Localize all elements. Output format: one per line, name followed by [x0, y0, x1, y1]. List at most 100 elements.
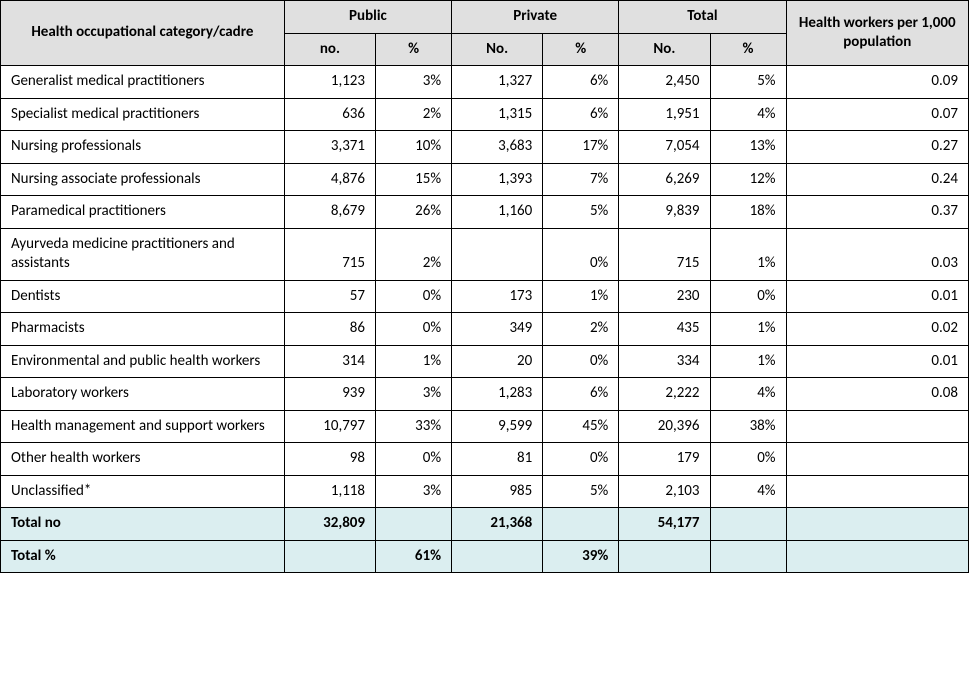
cell-public-no: 57 — [284, 280, 375, 313]
cell-total-pct: 0% — [710, 443, 786, 476]
cell-public-no: 86 — [284, 313, 375, 346]
cell-label: Nursing associate professionals — [1, 163, 285, 196]
cell-private-pct: 2% — [543, 313, 619, 346]
col-header-total-pct: % — [710, 33, 786, 66]
cell-label: Ayurveda medicine practitioners and assi… — [1, 228, 285, 280]
cell-private-pct: 6% — [543, 378, 619, 411]
cell-total-pct: 38% — [710, 410, 786, 443]
cell-label: Other health workers — [1, 443, 285, 476]
cell-total-no: 435 — [619, 313, 710, 346]
cell-public-no: 3,371 — [284, 131, 375, 164]
cell-public-pct: 3% — [376, 66, 452, 99]
col-header-per1000: Health workers per 1,000 population — [786, 1, 968, 66]
cell-private-no: 1,327 — [452, 66, 543, 99]
col-header-public-pct: % — [376, 33, 452, 66]
table-row: Ayurveda medicine practitioners and assi… — [1, 228, 969, 280]
cell-public-pct: 2% — [376, 98, 452, 131]
cell-total-pct: 12% — [710, 163, 786, 196]
total-private-pct: 39% — [543, 540, 619, 573]
cell-label: Generalist medical practitioners — [1, 66, 285, 99]
col-header-public-no: no. — [284, 33, 375, 66]
cell-total-pct: 1% — [710, 313, 786, 346]
cell-per1000: 0.24 — [786, 163, 968, 196]
cell-public-pct: 1% — [376, 345, 452, 378]
cell-public-no: 8,679 — [284, 196, 375, 229]
cell-public-no: 4,876 — [284, 163, 375, 196]
cell-total-pct: 4% — [710, 378, 786, 411]
cell-private-pct: 6% — [543, 66, 619, 99]
total-pct-row: Total % 61% 39% — [1, 540, 969, 573]
total-public-no-pct-blank — [376, 508, 452, 541]
cell-per1000 — [786, 475, 968, 508]
col-header-public: Public — [284, 1, 451, 34]
cell-label: Paramedical practitioners — [1, 196, 285, 229]
cell-private-pct: 1% — [543, 280, 619, 313]
table-row: Other health workers980%810%1790% — [1, 443, 969, 476]
cell-private-pct: 17% — [543, 131, 619, 164]
cell-private-no: 1,315 — [452, 98, 543, 131]
cell-public-pct: 26% — [376, 196, 452, 229]
health-workers-table: Health occupational category/cadre Publi… — [0, 0, 969, 573]
cell-per1000: 0.03 — [786, 228, 968, 280]
cell-public-no: 1,118 — [284, 475, 375, 508]
cell-total-no: 20,396 — [619, 410, 710, 443]
cell-public-pct: 3% — [376, 378, 452, 411]
cell-public-pct: 2% — [376, 228, 452, 280]
table-row: Nursing associate professionals4,87615% 1… — [1, 163, 969, 196]
cell-public-no: 636 — [284, 98, 375, 131]
cell-total-no: 7,054 — [619, 131, 710, 164]
cell-private-no: 173 — [452, 280, 543, 313]
total-pct-label: Total % — [1, 540, 285, 573]
cell-label: Environmental and public health workers — [1, 345, 285, 378]
cell-total-pct: 18% — [710, 196, 786, 229]
cell-private-no — [452, 228, 543, 280]
table-row: Unclassified*1,1183%9855%2,1034% — [1, 475, 969, 508]
cell-total-no: 2,450 — [619, 66, 710, 99]
cell-total-pct: 1% — [710, 228, 786, 280]
cell-private-no: 985 — [452, 475, 543, 508]
cell-private-pct: 5% — [543, 196, 619, 229]
total-pct-total-pct-blank — [710, 540, 786, 573]
cell-total-no: 2,222 — [619, 378, 710, 411]
cell-public-no: 10,797 — [284, 410, 375, 443]
col-header-total: Total — [619, 1, 786, 34]
cell-label: Laboratory workers — [1, 378, 285, 411]
table-row: Paramedical practitioners8,67926%1,1605%… — [1, 196, 969, 229]
total-pct-private-no-blank — [452, 540, 543, 573]
col-header-private: Private — [452, 1, 619, 34]
cell-public-pct: 0% — [376, 313, 452, 346]
cell-per1000: 0.01 — [786, 345, 968, 378]
col-header-total-no: No. — [619, 33, 710, 66]
cell-public-no: 314 — [284, 345, 375, 378]
cell-public-no: 939 — [284, 378, 375, 411]
cell-label: Specialist medical practitioners — [1, 98, 285, 131]
cell-label: Unclassified* — [1, 475, 285, 508]
cell-private-pct: 0% — [543, 228, 619, 280]
cell-public-no: 715 — [284, 228, 375, 280]
cell-total-pct: 4% — [710, 475, 786, 508]
col-header-private-pct: % — [543, 33, 619, 66]
table-header: Health occupational category/cadre Publi… — [1, 1, 969, 66]
total-private-no: 21,368 — [452, 508, 543, 541]
cell-private-no: 3,683 — [452, 131, 543, 164]
total-private-no-pct-blank — [543, 508, 619, 541]
total-total-no-pct-blank — [710, 508, 786, 541]
cell-total-pct: 4% — [710, 98, 786, 131]
cell-per1000: 0.27 — [786, 131, 968, 164]
cell-total-pct: 0% — [710, 280, 786, 313]
table-row: Specialist medical practitioners6362%1,3… — [1, 98, 969, 131]
cell-private-pct: 6% — [543, 98, 619, 131]
table-row: Pharmacists860%3492%4351%0.02 — [1, 313, 969, 346]
total-pct-per1000-blank — [786, 540, 968, 573]
cell-per1000: 0.09 — [786, 66, 968, 99]
table-row: Health management and support workers10,… — [1, 410, 969, 443]
cell-per1000: 0.07 — [786, 98, 968, 131]
cell-public-pct: 10% — [376, 131, 452, 164]
cell-private-no: 81 — [452, 443, 543, 476]
cell-public-pct: 33% — [376, 410, 452, 443]
cell-total-no: 179 — [619, 443, 710, 476]
table-row: Generalist medical practitioners1,1233%1… — [1, 66, 969, 99]
cell-public-pct: 15% — [376, 163, 452, 196]
total-public-pct: 61% — [376, 540, 452, 573]
cell-per1000: 0.37 — [786, 196, 968, 229]
